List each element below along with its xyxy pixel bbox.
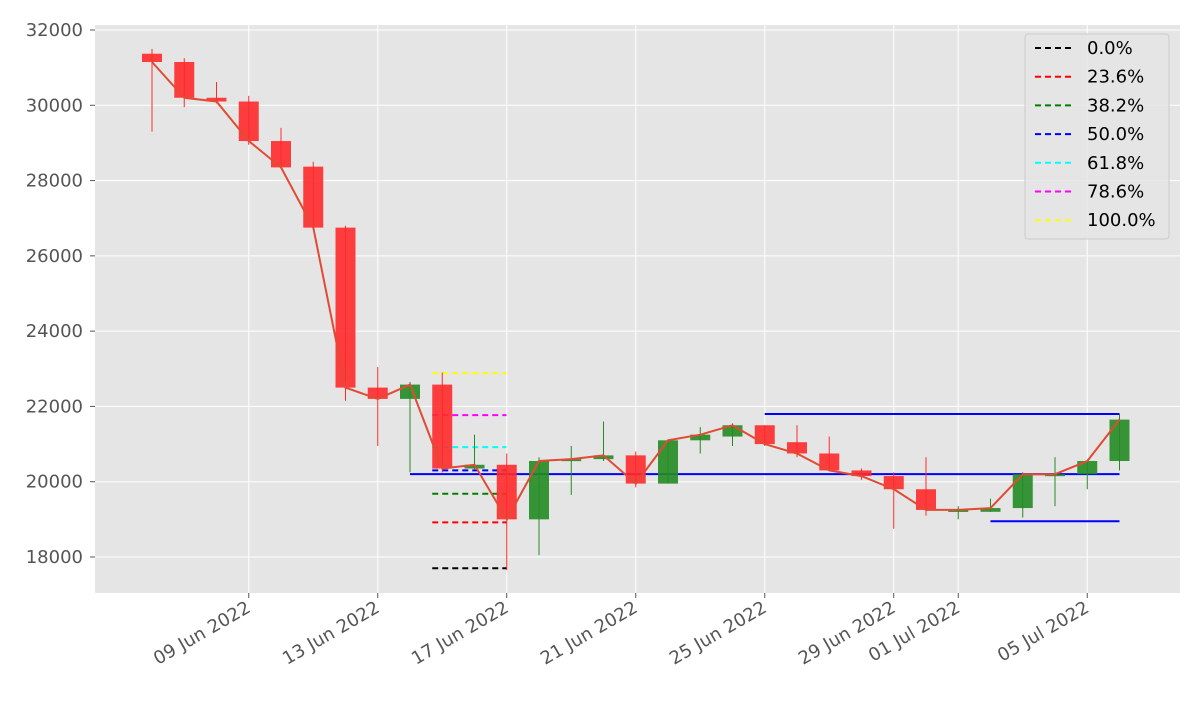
legend-label: 23.6% — [1087, 67, 1144, 88]
y-tick-label: 22000 — [26, 396, 83, 417]
legend-label: 38.2% — [1087, 95, 1144, 116]
x-tick-label: 09 Jun 2022 — [150, 597, 254, 669]
candle-body — [367, 387, 388, 399]
y-tick-label: 20000 — [26, 472, 83, 493]
candle-body — [883, 476, 904, 490]
y-tick-label: 30000 — [26, 95, 83, 116]
candle-body — [722, 425, 743, 437]
y-tick-label: 18000 — [26, 547, 83, 568]
candle-body — [1012, 474, 1033, 509]
candle-body — [980, 508, 1001, 512]
candle-body — [787, 442, 807, 454]
candle-body — [916, 489, 936, 510]
candle-body — [1077, 461, 1098, 475]
candle-body — [561, 459, 582, 462]
x-tick-label: 25 Jun 2022 — [666, 597, 770, 669]
candle-body — [754, 425, 775, 445]
candle-body — [238, 101, 259, 142]
legend-label: 0.0% — [1087, 38, 1133, 59]
legend-label: 50.0% — [1087, 124, 1144, 145]
candle-body — [529, 461, 549, 520]
x-tick-label: 13 Jun 2022 — [279, 597, 383, 669]
x-tick-label: 17 Jun 2022 — [408, 597, 512, 669]
candle-body — [271, 141, 291, 168]
candle-body — [690, 434, 711, 441]
legend-box — [1024, 33, 1170, 240]
y-tick-label: 26000 — [26, 246, 83, 267]
y-tick-label: 24000 — [26, 321, 83, 342]
candle-body — [142, 53, 162, 62]
candle-body — [948, 509, 969, 512]
y-tick-label: 28000 — [26, 171, 83, 192]
candle-body — [335, 227, 356, 388]
x-tick-label: 05 Jul 2022 — [994, 597, 1093, 666]
candle-body — [496, 464, 517, 520]
legend-label: 61.8% — [1087, 153, 1144, 174]
candle-body — [658, 440, 678, 484]
candle-body — [851, 470, 872, 477]
candle-body — [174, 61, 195, 98]
candle-body — [593, 455, 614, 460]
candle-body — [1109, 419, 1130, 462]
candle-body — [819, 453, 840, 471]
x-tick-label: 21 Jun 2022 — [537, 597, 641, 669]
candle-body — [625, 455, 646, 484]
candle-body — [432, 384, 453, 469]
candle-body — [206, 97, 227, 102]
close-price-line — [151, 61, 1121, 522]
candle-body — [303, 166, 324, 228]
legend-label: 78.6% — [1087, 182, 1144, 203]
legend-label: 100.0% — [1087, 210, 1156, 231]
y-tick-label: 32000 — [26, 20, 83, 41]
